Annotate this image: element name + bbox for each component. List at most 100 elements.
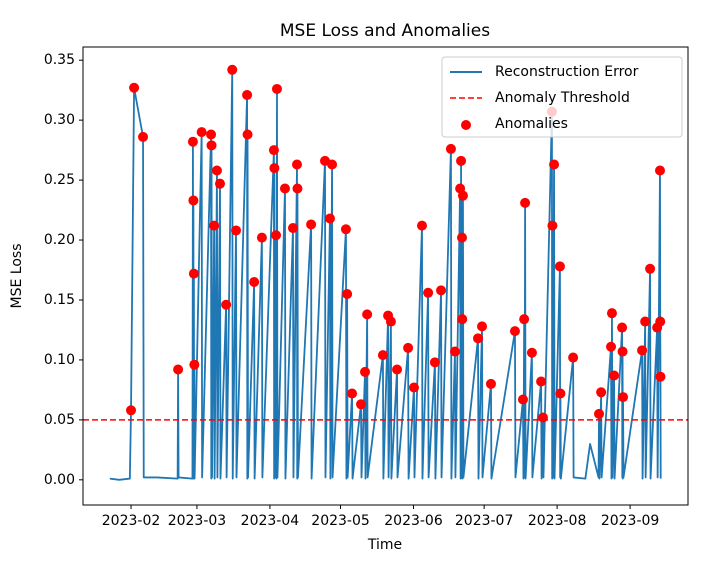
anomaly-point	[436, 285, 447, 296]
x-tick-label: 2023-09	[601, 513, 660, 529]
anomaly-point	[568, 352, 579, 363]
anomaly-point	[188, 195, 199, 206]
anomaly-point	[362, 309, 373, 320]
legend-label: Anomaly Threshold	[495, 90, 630, 106]
anomaly-point	[403, 342, 414, 353]
anomaly-point	[196, 127, 207, 138]
y-tick-label: 0.25	[44, 172, 75, 188]
anomaly-point	[189, 359, 200, 370]
anomaly-point	[606, 308, 617, 319]
anomaly-point	[609, 370, 620, 381]
anomaly-point	[206, 129, 217, 140]
anomaly-point	[408, 382, 419, 393]
y-tick-label: 0.10	[44, 352, 75, 368]
anomaly-point	[126, 405, 137, 416]
y-tick-label: 0.15	[44, 292, 75, 308]
anomaly-point	[188, 268, 199, 279]
anomaly-point	[416, 220, 427, 231]
anomaly-point	[206, 140, 217, 151]
anomaly-point	[327, 159, 338, 170]
anomaly-point	[271, 230, 282, 241]
anomaly-point	[129, 82, 140, 93]
anomaly-point	[509, 326, 520, 337]
anomaly-point	[526, 347, 537, 358]
anomaly-point	[279, 183, 290, 194]
anomaly-point	[423, 287, 434, 298]
anomaly-point	[520, 197, 531, 208]
anomaly-point	[231, 225, 242, 236]
plot-frame	[82, 46, 689, 506]
y-tick-label: 0.20	[44, 232, 75, 248]
anomaly-point	[655, 371, 666, 382]
chart-title: MSE Loss and Anomalies	[280, 21, 490, 41]
anomaly-point	[256, 232, 267, 243]
anomaly-point	[594, 408, 605, 419]
anomaly-point	[324, 213, 335, 224]
anomaly-point	[249, 276, 260, 287]
anomaly-point	[473, 333, 484, 344]
anomaly-point	[429, 357, 440, 368]
anomaly-point	[456, 155, 467, 166]
legend-label: Reconstruction Error	[495, 64, 639, 80]
anomaly-point	[392, 364, 403, 375]
anomaly-point	[211, 165, 222, 176]
anomaly-point	[449, 346, 460, 357]
anomaly-point	[519, 314, 530, 325]
error-line	[109, 68, 662, 481]
anomaly-point	[617, 346, 628, 357]
legend-label: Anomalies	[495, 116, 568, 132]
anomaly-point	[242, 89, 253, 100]
legend-box	[441, 56, 683, 138]
anomaly-point	[187, 136, 198, 147]
anomaly-point	[606, 341, 617, 352]
anomaly-point	[596, 387, 607, 398]
anomaly-point	[640, 316, 651, 327]
anomaly-point	[377, 350, 388, 361]
anomaly-point	[269, 163, 280, 174]
x-tick-label: 2023-08	[528, 513, 587, 529]
anomaly-point	[342, 288, 353, 299]
y-tick-label: 0.35	[44, 52, 75, 68]
anomaly-point	[485, 378, 496, 389]
anomaly-point	[173, 364, 184, 375]
anomaly-point	[209, 220, 220, 231]
anomaly-point	[271, 83, 282, 94]
anomaly-point	[215, 178, 226, 189]
anomaly-point	[340, 224, 351, 235]
y-tick-label: 0.30	[44, 112, 75, 128]
anomaly-point	[645, 263, 656, 274]
x-tick-label: 2023-02	[102, 513, 161, 529]
anomaly-point	[655, 316, 666, 327]
x-tick-label: 2023-03	[168, 513, 227, 529]
anomaly-point	[292, 183, 303, 194]
anomaly-point	[227, 64, 238, 75]
y-axis-label: MSE Loss	[9, 244, 25, 309]
y-tick-label: 0.00	[44, 472, 75, 488]
anomaly-point	[291, 159, 302, 170]
anomaly-point	[617, 322, 628, 333]
anomaly-point	[287, 223, 298, 234]
anomaly-point	[457, 314, 468, 325]
anomaly-point	[554, 261, 565, 272]
anomaly-point	[457, 190, 468, 201]
anomaly-point	[536, 376, 547, 387]
anomaly-point	[356, 399, 367, 410]
anomaly-point	[221, 299, 232, 310]
anomaly-point	[457, 232, 468, 243]
anomaly-point	[138, 131, 149, 142]
anomaly-point	[360, 366, 371, 377]
anomaly-point	[477, 321, 488, 332]
x-tick-label: 2023-04	[241, 513, 300, 529]
anomaly-point	[268, 145, 279, 156]
anomaly-point	[385, 316, 396, 327]
anomaly-point	[618, 392, 629, 403]
x-tick-label: 2023-06	[384, 513, 443, 529]
anomaly-point	[637, 345, 648, 356]
y-tick-label: 0.05	[44, 412, 75, 428]
x-tick-label: 2023-07	[455, 513, 514, 529]
x-tick-label: 2023-05	[311, 513, 370, 529]
anomaly-point	[306, 219, 317, 230]
anomaly-point	[347, 388, 358, 399]
